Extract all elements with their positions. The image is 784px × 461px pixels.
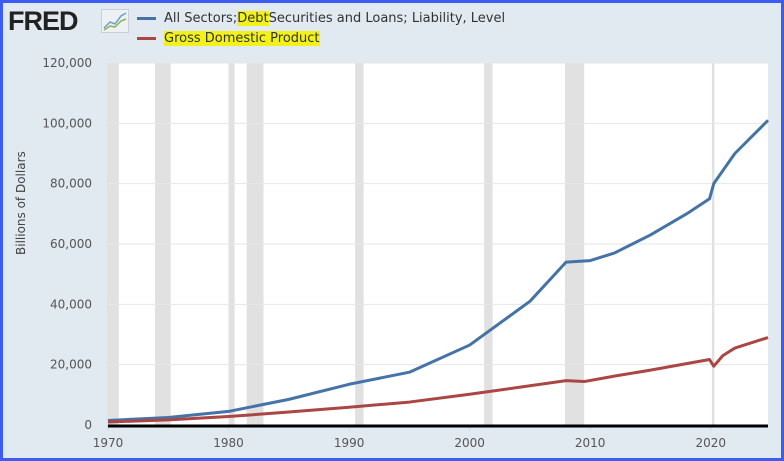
legend-text: Securities and Loans; Liability, Level <box>268 11 506 26</box>
debt-line <box>107 119 770 422</box>
x-tick-label: 1970 <box>93 436 124 450</box>
fred-logo[interactable]: FRED <box>8 6 78 36</box>
legend-swatch-gdp <box>137 37 156 40</box>
x-tick-label: 1980 <box>213 436 244 450</box>
chart-line-icon <box>101 9 129 33</box>
x-tick-label: 1990 <box>334 436 365 450</box>
y-tick-label: 100,000 <box>42 116 92 130</box>
y-tick-label: 60,000 <box>50 237 92 251</box>
legend-swatch-debt <box>137 17 156 20</box>
legend-item-gdp[interactable]: Gross Domestic Product <box>137 31 320 46</box>
legend-item-debt[interactable]: All Sectors; Debt Securities and Loans; … <box>137 11 505 26</box>
y-tick-label: 0 <box>84 418 92 432</box>
y-tick-label: 20,000 <box>50 358 92 372</box>
y-tick-label: 80,000 <box>50 177 92 191</box>
x-tick-label: 2020 <box>695 436 726 450</box>
gdp-line <box>107 336 769 424</box>
x-tick-label: 2010 <box>575 436 606 450</box>
y-tick-label: 40,000 <box>50 297 92 311</box>
legend-highlight: Gross Domestic Product <box>164 31 320 46</box>
y-tick-label: 120,000 <box>42 56 92 70</box>
legend-text: All Sectors; <box>164 11 238 26</box>
legend-highlight: Debt <box>237 11 269 26</box>
x-tick-label: 2000 <box>454 436 485 450</box>
